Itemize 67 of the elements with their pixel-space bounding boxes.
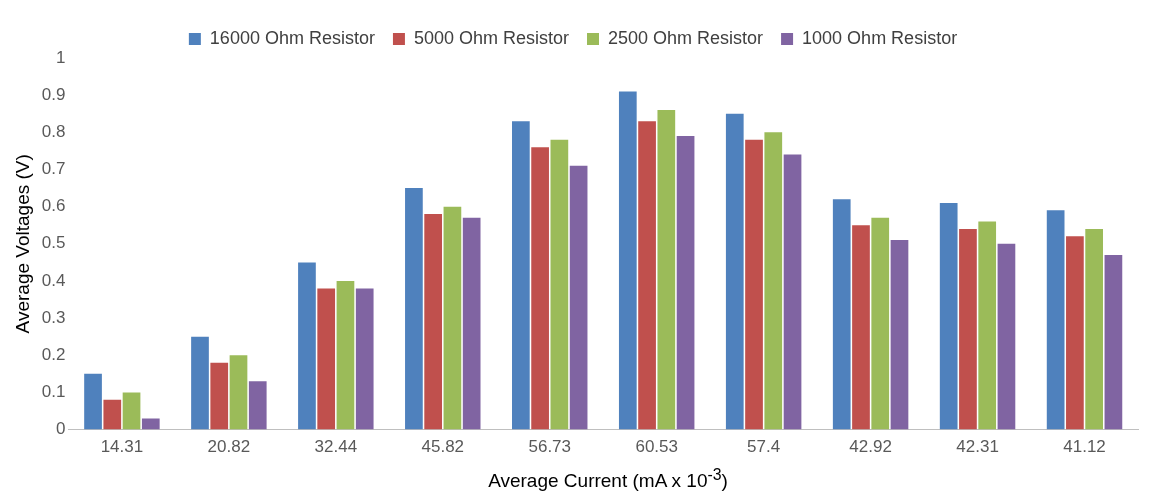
bar [1085,228,1103,430]
x-tick-label: 42.92 [849,437,892,457]
bar [443,206,462,430]
bar [84,373,102,430]
bar [676,136,695,430]
bar [783,154,802,430]
y-tick-label: 0.3 [41,307,66,327]
bar [210,362,229,430]
legend-label: 16000 Ohm Resistor [209,27,375,48]
bar [569,165,588,430]
bar [191,336,209,430]
bar [424,214,443,430]
bar [657,110,676,430]
bar [890,240,909,430]
bar [531,147,549,430]
bar [1046,210,1065,430]
y-tick-label: 1 [55,47,66,67]
bar [852,225,870,430]
bar [405,188,423,430]
bar [764,132,783,430]
bar [638,121,656,430]
bar [939,202,958,430]
bar [745,139,763,430]
bar [298,262,316,430]
bar [618,91,637,430]
bar [832,199,851,430]
y-tick-label: 0 [55,419,66,439]
bar [462,217,481,430]
bar [355,288,374,430]
x-axis-title: Average Current (mA x 10$^{-3}$) [487,466,729,493]
x-tick-label: 20.82 [207,437,251,457]
bar [997,243,1016,430]
y-tick-label: 0.6 [41,196,66,216]
x-tick-label: 45.82 [421,437,465,457]
x-tick-label: 57.4 [747,437,781,457]
x-tick-label: 56.73 [528,437,572,457]
bar [725,113,744,430]
y-tick-label: 0.8 [41,122,66,142]
legend-label: 1000 Ohm Resistor [802,27,958,48]
bar [978,221,997,430]
y-tick-label: 0.2 [41,344,66,364]
legend-label: 5000 Ohm Resistor [413,27,570,48]
bar [512,121,530,430]
y-tick-label: 0.4 [41,270,66,290]
bar [1066,236,1084,430]
bar [959,228,977,430]
y-tick-label: 0.1 [41,382,66,402]
bar [122,392,141,430]
bar [317,288,336,430]
x-tick-label: 41.12 [1063,437,1106,457]
x-tick-label: 42.31 [956,437,999,457]
x-tick-label: 32.44 [314,437,358,457]
legend-label: 2500 Ohm Resistor [608,27,764,48]
bar [1104,254,1123,430]
bar [103,399,122,430]
bar [229,355,248,430]
x-tick-label: 14.31 [100,437,144,457]
y-tick-label: 0.7 [41,159,66,179]
y-tick-label: 0.5 [41,233,66,253]
bar [550,139,569,430]
bar [336,280,355,430]
bar [871,217,890,430]
bar [248,381,267,430]
x-tick-label: 60.53 [635,437,678,457]
y-tick-label: 0.9 [41,84,66,104]
bar [141,418,160,430]
y-axis-title: Average Voltages (V) [11,154,33,334]
